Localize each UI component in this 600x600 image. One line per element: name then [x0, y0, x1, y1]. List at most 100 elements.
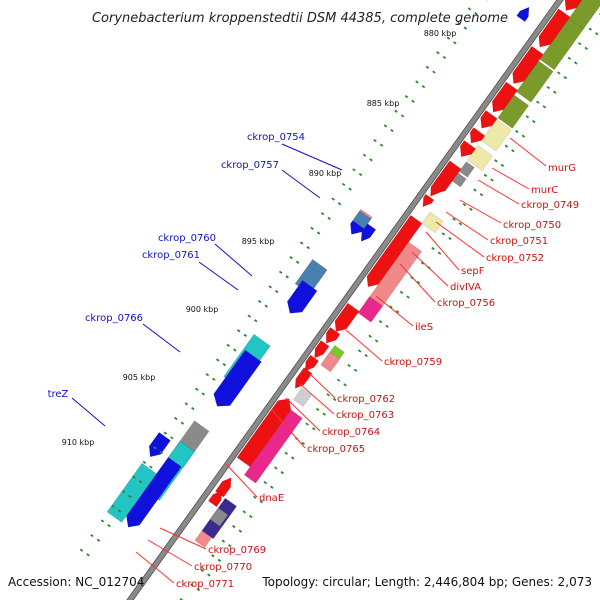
gene-label-right: ckrop_0762	[337, 394, 395, 405]
callout-line-right	[459, 199, 502, 224]
tick-mark	[270, 485, 274, 489]
tick-mark	[299, 241, 304, 245]
gene-label-right: ckrop_0759	[384, 357, 442, 368]
tick-mark	[411, 99, 415, 103]
callout-line-right	[491, 167, 530, 190]
tick-mark	[306, 246, 310, 250]
tick-mark	[385, 324, 389, 328]
tick-mark	[457, 21, 461, 26]
tick-mark	[290, 456, 295, 460]
tick-mark	[86, 553, 90, 557]
tick-mark	[536, 100, 540, 104]
gene-feature-42	[360, 223, 377, 242]
tick-mark	[521, 134, 526, 138]
gene-feature-33	[207, 490, 223, 508]
callout-line-right	[309, 373, 336, 399]
ticks-layer	[79, 0, 600, 600]
gene-label-right: ckrop_0749	[521, 200, 579, 211]
tick-mark	[578, 42, 582, 46]
tick-mark	[320, 212, 325, 216]
tick-mark	[121, 490, 126, 494]
gene-label-left: ckrop_0757	[221, 160, 279, 171]
gene-feature-10	[491, 81, 519, 113]
features-layer	[106, 0, 600, 548]
tick-mark	[238, 529, 243, 533]
gene-feature-44	[286, 279, 318, 314]
gene-feature-26	[320, 351, 341, 373]
gene-feature-38	[516, 6, 530, 23]
gene-feature-17	[422, 193, 435, 208]
callout-line-right	[345, 329, 383, 362]
tick-mark	[243, 333, 247, 338]
tick-mark	[588, 27, 592, 31]
callout-line-left	[281, 143, 343, 171]
gene-feature-18	[421, 211, 444, 234]
tick-mark	[201, 392, 206, 396]
gene-feature-13	[459, 140, 477, 158]
gene-label-left: ckrop_0761	[142, 250, 200, 261]
tick-mark	[394, 109, 398, 113]
gene-label-right: ckrop_0765	[307, 444, 365, 455]
tick-mark	[222, 363, 227, 367]
tick-mark	[341, 182, 346, 187]
gene-label-left: treZ	[48, 389, 69, 400]
callout-line-right	[135, 551, 175, 584]
tick-mark	[311, 427, 316, 431]
tick-mark	[159, 450, 164, 455]
tick-mark	[432, 70, 436, 74]
tick-mark	[263, 480, 268, 485]
tick-mark	[483, 173, 488, 177]
tick-mark	[107, 523, 111, 528]
tick-mark	[494, 159, 498, 163]
tick-mark	[211, 554, 215, 558]
gene-label-right: murG	[548, 163, 576, 174]
tick-mark	[280, 471, 284, 475]
tick-mark	[347, 363, 351, 368]
tick-mark	[369, 158, 373, 162]
gene-label-left: ckrop_0760	[158, 233, 216, 244]
gene-feature-41	[350, 220, 365, 235]
tick-mark	[207, 573, 211, 577]
kbp-tick-label: 885 kbp	[367, 99, 400, 108]
tick-mark	[315, 407, 320, 412]
tick-mark	[79, 548, 84, 552]
tick-mark	[553, 90, 557, 94]
accession-text: Accession: NC_012704	[8, 575, 144, 589]
callout-line-right	[477, 179, 520, 205]
gene-label-left: ckrop_0754	[247, 132, 305, 143]
gene-feature-4	[480, 118, 512, 152]
tick-mark	[274, 289, 279, 294]
tick-mark	[232, 524, 236, 529]
tick-mark	[416, 280, 421, 285]
tick-mark	[399, 290, 404, 294]
gene-label-right: dnaE	[259, 493, 284, 504]
map-title: Corynebacterium kroppenstedtii DSM 44385…	[92, 11, 508, 26]
gene-feature-15	[451, 172, 467, 188]
genome-summary-text: Topology: circular; Length: 2,446,804 bp…	[261, 575, 592, 589]
tick-mark	[259, 500, 264, 504]
callout-line-right	[147, 539, 193, 567]
callout-line-left	[214, 243, 253, 277]
tick-mark	[352, 168, 356, 172]
tick-mark	[289, 255, 293, 260]
tick-mark	[390, 128, 394, 133]
kbp-tick-label: 900 kbp	[186, 305, 219, 314]
kbp-tick-label: 910 kbp	[62, 438, 95, 447]
tick-mark	[453, 41, 457, 45]
tick-mark	[180, 421, 185, 425]
kbp-tick-label: 905 kbp	[123, 373, 156, 382]
tick-mark	[474, 11, 478, 16]
tick-mark	[216, 358, 220, 362]
callout-line-right	[509, 137, 547, 167]
tick-mark	[448, 236, 452, 241]
gene-feature-27	[304, 354, 320, 372]
gene-feature-16	[430, 176, 447, 197]
tick-mark	[368, 334, 372, 338]
tick-mark	[170, 436, 174, 440]
gene-label-right: ckrop_0771	[176, 579, 234, 590]
tick-mark	[463, 26, 468, 30]
tick-mark	[233, 348, 237, 352]
tick-mark	[504, 144, 509, 148]
tick-mark	[546, 85, 551, 90]
gene-feature-46	[213, 349, 262, 407]
